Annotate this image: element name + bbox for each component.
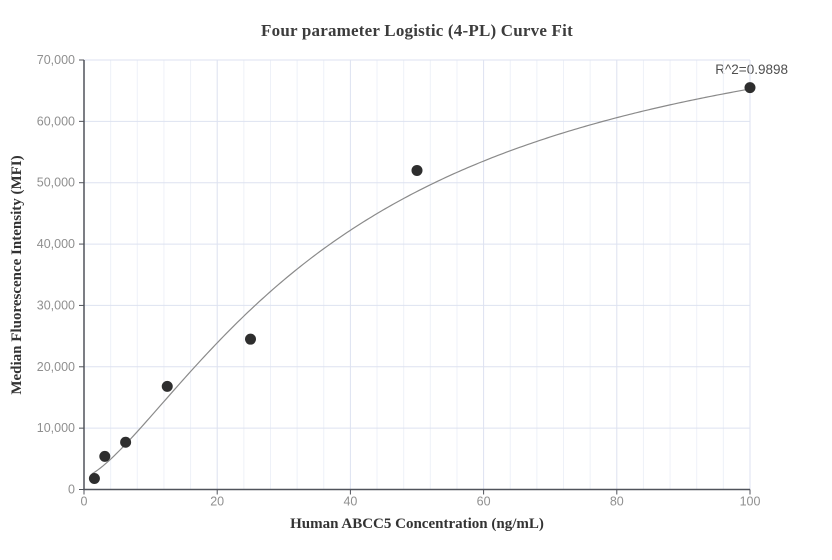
x-tick-label: 100 <box>740 495 761 509</box>
grid-layer <box>84 59 751 490</box>
x-tick-label: 20 <box>210 495 224 509</box>
fit-curve <box>91 88 751 475</box>
r-squared-annotation: R^2=0.9898 <box>715 62 788 77</box>
y-tick-label: 0 <box>68 483 75 497</box>
data-point <box>99 450 111 462</box>
data-point <box>411 164 423 176</box>
x-tick-label: 60 <box>477 495 491 509</box>
y-tick-label: 10,000 <box>37 421 75 435</box>
data-point <box>120 436 132 448</box>
x-tick-label: 80 <box>610 495 624 509</box>
y-axis-label: Median Fluorescence Intensity (MFI) <box>9 155 25 394</box>
y-tick-label: 30,000 <box>37 298 75 312</box>
data-point <box>88 472 100 484</box>
y-tick-label: 20,000 <box>37 360 75 374</box>
x-tick-label: 40 <box>343 495 357 509</box>
series-layer <box>88 82 756 484</box>
y-tick-label: 60,000 <box>37 114 75 128</box>
chart-title: Four parameter Logistic (4-PL) Curve Fit <box>261 21 573 40</box>
x-tick-label: 0 <box>81 495 88 509</box>
y-tick-label: 40,000 <box>37 237 75 251</box>
y-tick-label: 50,000 <box>37 176 75 190</box>
axis-layer: 0 20 40 60 80 100 0 10,000 20,000 30,000 40,000 50,… <box>37 53 761 509</box>
y-tick-label: 70,000 <box>37 53 75 67</box>
x-axis-label: Human ABCC5 Concentration (ng/mL) <box>290 516 544 532</box>
data-point <box>161 380 173 392</box>
data-point <box>245 333 256 345</box>
data-point <box>744 82 756 94</box>
